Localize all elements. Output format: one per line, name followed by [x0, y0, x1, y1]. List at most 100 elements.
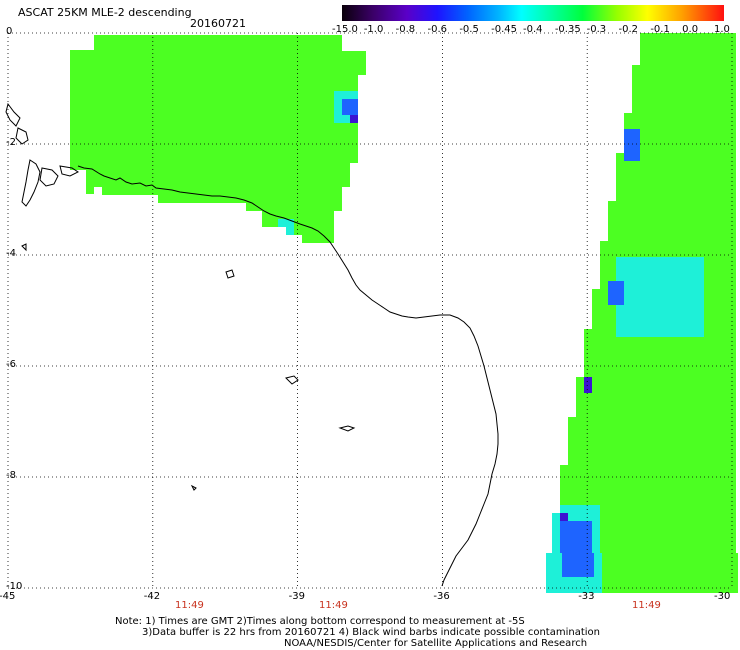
- wind-cell: [600, 313, 608, 321]
- wind-cell: [70, 82, 78, 90]
- wind-cell: [102, 51, 110, 59]
- wind-cell: [592, 433, 600, 441]
- wind-cell: [616, 465, 624, 473]
- wind-cell: [254, 83, 262, 91]
- wind-cell: [672, 121, 680, 129]
- wind-cell: [608, 265, 616, 273]
- wind-cell: [222, 123, 230, 131]
- longitude-label: -45: [0, 591, 16, 602]
- wind-cell: [712, 361, 720, 369]
- wind-cell: [294, 187, 302, 195]
- wind-cell: [134, 43, 142, 51]
- wind-cell: [206, 99, 214, 107]
- wind-cell: [712, 89, 720, 97]
- wind-cell: [150, 51, 158, 59]
- wind-cell: [198, 139, 206, 147]
- wind-cell: [342, 139, 350, 147]
- wind-cell: [310, 123, 318, 131]
- wind-cell: [690, 585, 698, 593]
- wind-cell: [672, 377, 680, 385]
- wind-cell: [674, 585, 682, 593]
- wind-cell: [688, 33, 696, 41]
- wind-cell: [664, 521, 672, 529]
- wind-cell: [584, 393, 592, 401]
- wind-cell: [294, 195, 302, 203]
- wind-cell: [608, 201, 616, 209]
- wind-cell: [562, 577, 570, 585]
- wind-cell: [584, 433, 592, 441]
- wind-cell: [616, 521, 624, 529]
- wind-cell: [640, 129, 648, 137]
- wind-cell: [174, 131, 182, 139]
- wind-cell: [624, 537, 632, 545]
- wind-cell: [704, 217, 712, 225]
- wind-cell: [584, 353, 592, 361]
- wind-cell: [672, 225, 680, 233]
- wind-cell: [608, 401, 616, 409]
- wind-cell: [326, 107, 334, 115]
- wind-cell: [664, 89, 672, 97]
- wind-cell: [624, 137, 632, 145]
- wind-cell: [278, 83, 286, 91]
- wind-cell: [664, 369, 672, 377]
- wind-cell: [696, 481, 704, 489]
- wind-cell: [704, 193, 712, 201]
- wind-cell: [656, 137, 664, 145]
- wind-cell: [704, 169, 712, 177]
- wind-cell: [632, 481, 640, 489]
- latitude-label: -10: [6, 581, 23, 592]
- wind-cell: [600, 377, 608, 385]
- wind-cell: [70, 122, 78, 130]
- wind-cell: [704, 425, 712, 433]
- wind-cell: [688, 185, 696, 193]
- wind-cell: [722, 553, 730, 561]
- wind-cell: [546, 553, 554, 561]
- wind-cell: [206, 51, 214, 59]
- wind-cell: [78, 162, 86, 170]
- wind-cell: [688, 361, 696, 369]
- wind-cell: [704, 281, 712, 289]
- wind-cell: [198, 59, 206, 67]
- wind-cell: [294, 35, 302, 43]
- wind-cell: [110, 131, 118, 139]
- wind-cell: [190, 139, 198, 147]
- wind-cell: [190, 155, 198, 163]
- wind-cell: [640, 225, 648, 233]
- wind-cell: [648, 105, 656, 113]
- wind-cell: [656, 65, 664, 73]
- wind-cell: [656, 489, 664, 497]
- wind-cell: [166, 83, 174, 91]
- wind-cell: [262, 107, 270, 115]
- wind-cell: [134, 139, 142, 147]
- wind-cell: [640, 313, 648, 321]
- wind-cell: [600, 345, 608, 353]
- wind-cell: [102, 83, 110, 91]
- wind-cell: [222, 75, 230, 83]
- wind-cell: [712, 289, 720, 297]
- wind-cell: [286, 179, 294, 187]
- wind-cell: [648, 545, 656, 553]
- wind-cell: [680, 217, 688, 225]
- wind-cell: [278, 43, 286, 51]
- wind-cell: [230, 179, 238, 187]
- wind-cell: [642, 569, 650, 577]
- wind-cell: [696, 313, 704, 321]
- wind-cell: [576, 409, 584, 417]
- wind-cell: [214, 123, 222, 131]
- wind-cell: [150, 43, 158, 51]
- wind-cell: [584, 449, 592, 457]
- wind-cell: [552, 513, 560, 521]
- wind-cell: [230, 171, 238, 179]
- wind-cell: [592, 513, 600, 521]
- wind-cell: [642, 577, 650, 585]
- wind-cell: [672, 497, 680, 505]
- wind-cell: [262, 179, 270, 187]
- wind-cell: [632, 209, 640, 217]
- wind-cell: [270, 139, 278, 147]
- wind-cell: [110, 51, 118, 59]
- wind-cell: [720, 249, 728, 257]
- wind-cell: [680, 521, 688, 529]
- wind-cell: [318, 83, 326, 91]
- wind-cell: [78, 58, 86, 66]
- wind-cell: [198, 35, 206, 43]
